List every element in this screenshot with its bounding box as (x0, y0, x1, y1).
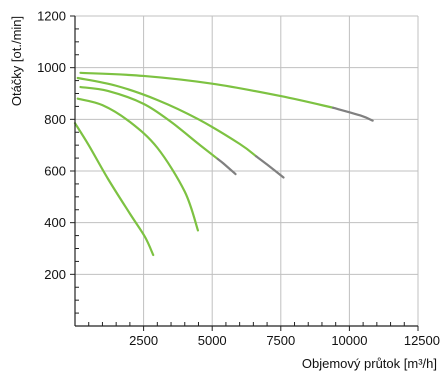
x-tick-label: 7500 (266, 333, 295, 348)
x-tick-label: 2500 (129, 333, 158, 348)
curves (73, 71, 374, 257)
x-tick-label: 12500 (404, 333, 440, 348)
grid (75, 15, 419, 326)
curve-3 (79, 85, 219, 161)
curve-5 (73, 122, 155, 257)
x-axis-label: Objemový průtok [m³/h] (302, 356, 437, 371)
y-tick-label: 800 (44, 112, 66, 127)
y-tick-label: 600 (44, 164, 66, 179)
curve-4 (76, 97, 200, 232)
y-axis-label: Otáčky [ot./min] (9, 16, 24, 106)
curve-1-end (331, 106, 374, 122)
curve-2 (76, 76, 258, 158)
y-tick-label: 1000 (37, 60, 66, 75)
ticks: 200 400 600 800 1000 1200 2500 5000 7500 10000 125… (37, 9, 440, 349)
y-tick-label: 200 (44, 267, 66, 282)
y-tick-label: 1200 (37, 9, 66, 24)
x-tick-label: 10000 (331, 333, 367, 348)
curve-2-end (255, 155, 285, 179)
y-tick-label: 400 (44, 215, 66, 230)
curve-3-end (216, 157, 237, 176)
curve-1 (79, 71, 335, 109)
x-tick-label: 5000 (198, 333, 227, 348)
